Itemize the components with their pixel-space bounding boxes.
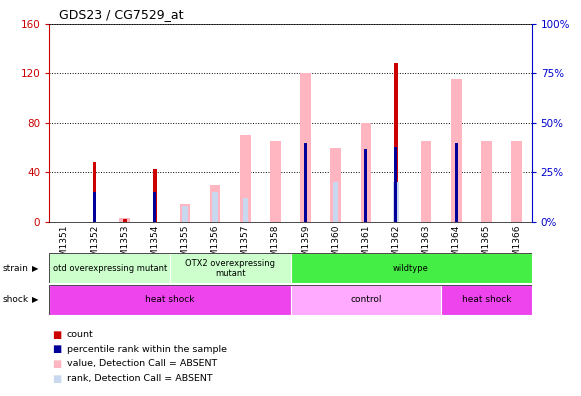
Text: percentile rank within the sample: percentile rank within the sample [67, 345, 227, 354]
Text: wildtype: wildtype [393, 264, 429, 273]
Text: GDS23 / CG7529_at: GDS23 / CG7529_at [59, 8, 184, 21]
Bar [481, 141, 492, 222]
Bar [451, 80, 461, 222]
Text: heat shock: heat shock [145, 295, 195, 305]
Bar [153, 169, 157, 222]
Text: ■: ■ [52, 329, 62, 340]
Text: ▶: ▶ [32, 295, 38, 305]
Text: value, Detection Call = ABSENT: value, Detection Call = ABSENT [67, 360, 217, 368]
Bar [393, 182, 399, 222]
Bar [243, 198, 248, 222]
Bar [49, 285, 290, 315]
Text: ■: ■ [52, 344, 62, 354]
Bar [180, 204, 191, 222]
Bar [170, 253, 290, 283]
Text: count: count [67, 330, 94, 339]
Bar [123, 219, 127, 222]
Bar [213, 192, 218, 222]
Bar [304, 143, 307, 222]
Bar [333, 182, 338, 222]
Bar [421, 141, 432, 222]
Bar [270, 141, 281, 222]
Bar [394, 147, 397, 222]
Text: ■: ■ [52, 359, 62, 369]
Bar [290, 285, 441, 315]
Text: ▶: ▶ [32, 264, 38, 273]
Bar [300, 73, 311, 222]
Text: ■: ■ [52, 373, 62, 384]
Text: heat shock: heat shock [462, 295, 511, 305]
Bar [364, 148, 367, 222]
Bar [441, 285, 532, 315]
Text: OTX2 overexpressing
mutant: OTX2 overexpressing mutant [185, 259, 275, 278]
Bar [455, 143, 458, 222]
Bar [49, 253, 170, 283]
Text: control: control [350, 295, 382, 305]
Bar [182, 206, 188, 222]
Bar [240, 135, 250, 222]
Bar [290, 253, 532, 283]
Text: shock: shock [3, 295, 29, 305]
Bar [93, 162, 96, 222]
Bar [511, 141, 522, 222]
Text: rank, Detection Call = ABSENT: rank, Detection Call = ABSENT [67, 374, 213, 383]
Bar [331, 147, 341, 222]
Text: strain: strain [3, 264, 29, 273]
Bar [210, 185, 220, 222]
Bar [93, 192, 96, 222]
Bar [153, 192, 156, 222]
Bar [120, 218, 130, 222]
Bar [361, 123, 371, 222]
Bar [394, 63, 398, 222]
Text: otd overexpressing mutant: otd overexpressing mutant [52, 264, 167, 273]
